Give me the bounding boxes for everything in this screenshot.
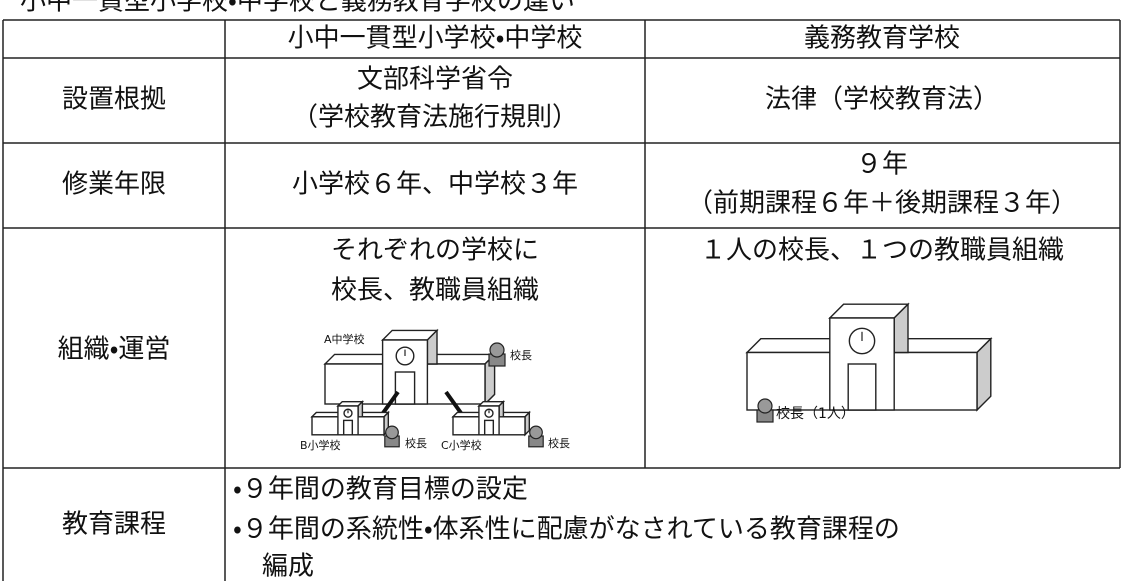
header-cell: 小中一貫型小学校・中学校 <box>288 24 583 54</box>
row-label: 教育課程 <box>62 510 166 540</box>
title: 小中一貫型小学校・中学校と義務教育学校の違い <box>20 0 575 17</box>
row-label: 組織・運営 <box>58 335 171 365</box>
cell-text: 法律（学校教育法） <box>765 85 999 115</box>
row-label: 修業年限 <box>62 170 166 200</box>
principal-head <box>489 342 505 358</box>
cell-text: ９年 <box>856 150 908 180</box>
principal-head <box>385 425 399 440</box>
list-item: ・９年間の教育目標の設定 <box>233 475 528 505</box>
row-label: 設置根拠 <box>62 85 166 115</box>
figure-label: C小学校 <box>441 438 482 452</box>
figure-label: 校長（1人） <box>776 406 855 422</box>
door <box>394 371 416 405</box>
figure-label: B小学校 <box>300 438 341 452</box>
figure-label: 校長 <box>548 436 570 450</box>
illustrations <box>310 302 993 448</box>
cell-text: １人の校長、１つの教職員組織 <box>700 236 1064 266</box>
cell-text: 文部科学省令 <box>357 65 513 95</box>
figure-label: 校長 <box>510 348 532 362</box>
principal-head <box>757 398 773 414</box>
figure-label: A中学校 <box>324 332 365 346</box>
principal-head <box>529 425 543 440</box>
cell-text: 小学校６年、中学校３年 <box>292 170 578 200</box>
cell-text: 校長、教職員組織 <box>331 276 539 306</box>
list-item: ・９年間の系統性・体系性に配慮がなされている教育課程の <box>233 515 900 545</box>
cell-text: （学校教育法施行規則） <box>292 103 578 133</box>
door <box>483 419 495 436</box>
door <box>342 419 354 436</box>
cell-text: （前期課程６年＋後期課程３年） <box>687 189 1077 219</box>
door <box>847 363 877 411</box>
figure-label: 校長 <box>405 436 427 450</box>
header-cell: 義務教育学校 <box>804 24 960 54</box>
cell-text: それぞれの学校に <box>331 236 539 266</box>
list-item: 編成 <box>262 552 314 581</box>
